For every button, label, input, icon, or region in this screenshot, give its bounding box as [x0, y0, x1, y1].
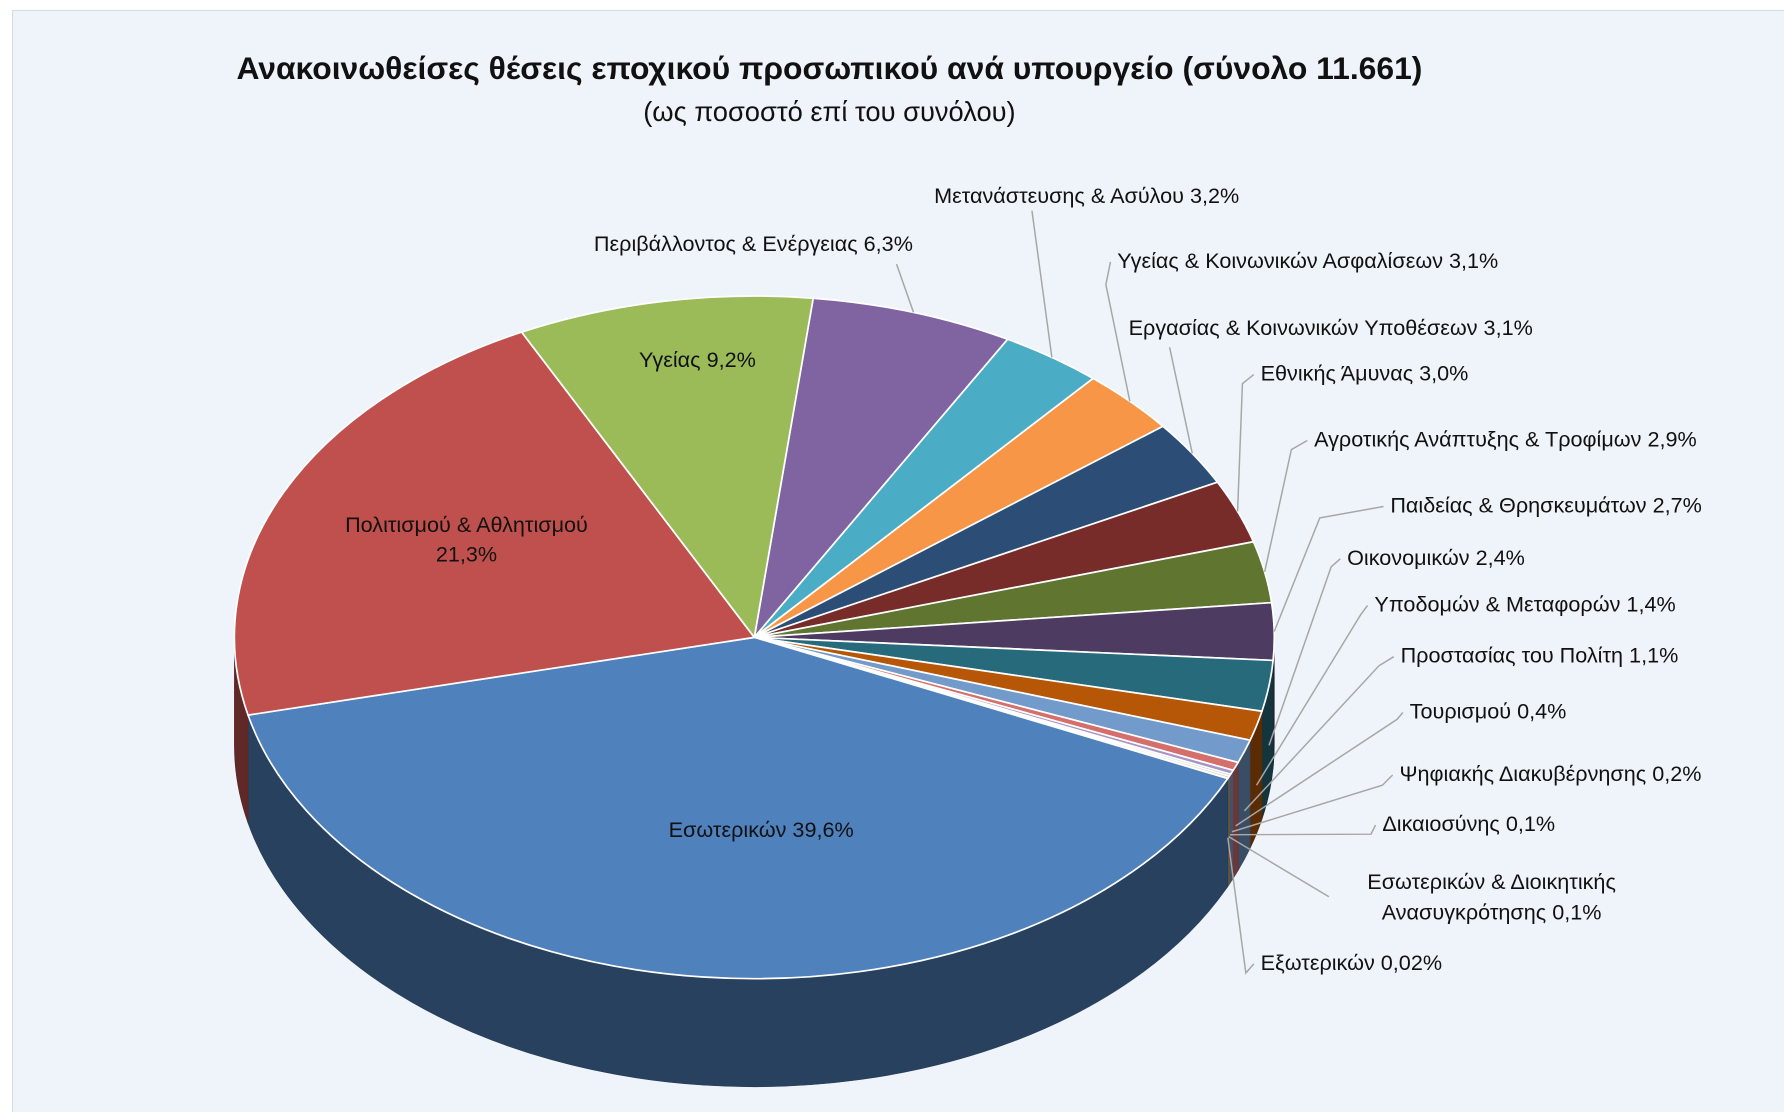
data-label: Οικονομικών 2,4%	[1347, 545, 1525, 570]
label-value: 0,1%	[1506, 811, 1555, 836]
label-value: 0,02%	[1381, 950, 1442, 975]
label-value: 0,2%	[1652, 761, 1701, 786]
leader-line	[1235, 711, 1404, 827]
label-category: Υγείας & Κοινωνικών Ασφαλίσεων	[1117, 248, 1443, 273]
label-category: Εσωτερικών	[669, 816, 787, 841]
data-label: Εσωτερικών & Διοικητικής Ανασυγκρότησης …	[1321, 867, 1662, 928]
label-value: 1,4%	[1626, 591, 1675, 616]
leader-line	[895, 263, 915, 313]
leader-line	[1255, 605, 1369, 786]
label-value: 3,0%	[1419, 360, 1468, 385]
leader-line	[1228, 836, 1330, 898]
data-label: Υποδομών & Μεταφορών 1,4%	[1374, 591, 1675, 616]
data-label: Αγροτικής Ανάπτυξης & Τροφίμων 2,9%	[1314, 426, 1697, 451]
label-category: Δικαιοσύνης	[1382, 811, 1499, 836]
label-category: Εξωτερικών	[1261, 950, 1375, 975]
data-label-box: Εσωτερικών & Διοικητικής Ανασυγκρότησης …	[1321, 867, 1662, 928]
data-label: Μετανάστευσης & Ασύλου 3,2%	[934, 183, 1239, 208]
label-value: 9,2%	[707, 347, 756, 372]
label-category: Παιδείας & Θρησκευμάτων	[1390, 492, 1646, 517]
data-label: Υγείας & Κοινωνικών Ασφαλίσεων 3,1%	[1117, 248, 1498, 273]
data-label: Εθνικής Άμυνας 3,0%	[1261, 360, 1469, 385]
label-value: 3,2%	[1190, 183, 1239, 208]
data-label: Υγείας 9,2%	[639, 347, 756, 372]
label-category: Μετανάστευσης & Ασύλου	[934, 183, 1184, 208]
label-category: Τουρισμού	[1410, 698, 1511, 723]
label-category: Υποδομών & Μεταφορών	[1374, 591, 1620, 616]
slice	[753, 297, 1009, 639]
leader-line	[1273, 505, 1384, 632]
leader-line	[1227, 837, 1255, 975]
label-category: Εργασίας & Κοινωνικών Υποθέσεων	[1129, 315, 1478, 340]
label-category: Πολιτισμού & Αθλητισμού	[345, 512, 588, 537]
data-label: Εξωτερικών 0,02%	[1261, 950, 1442, 975]
leader-line	[1268, 558, 1341, 746]
leader-line	[1243, 656, 1395, 812]
slice	[520, 295, 815, 639]
slice	[247, 636, 1229, 980]
chart-title: Ανακοινωθείσες θέσεις εποχικού προσωπικο…	[236, 50, 1422, 86]
leader-line	[1031, 210, 1053, 358]
chart-subtitle: (ως ποσοστό επί του συνόλου)	[643, 96, 1015, 127]
leader-line	[1229, 824, 1377, 836]
label-value: 2,7%	[1653, 492, 1702, 517]
data-label: Εσωτερικών 39,6%	[669, 816, 854, 841]
label-category: Ψηφιακής Διακυβέρνησης	[1399, 761, 1646, 786]
data-label: Εργασίας & Κοινωνικών Υποθέσεων 3,1%	[1129, 315, 1533, 340]
label-category: Περιβάλλοντος & Ενέργειας	[594, 231, 858, 256]
data-label: Προστασίας του Πολίτη 1,1%	[1401, 642, 1679, 667]
leader-line	[1236, 373, 1255, 512]
leader-line	[1105, 261, 1131, 402]
label-value: 6,3%	[864, 231, 913, 256]
label-value: 3,1%	[1484, 315, 1533, 340]
label-value: 21,3%	[436, 541, 497, 566]
label-value: 0,1%	[1552, 901, 1602, 926]
label-value: 2,9%	[1648, 426, 1697, 451]
data-label: Περιβάλλοντος & Ενέργειας 6,3%	[594, 231, 913, 256]
label-value: 1,1%	[1629, 642, 1678, 667]
slice-side	[1232, 761, 1239, 880]
data-label: Δικαιοσύνης 0,1%	[1382, 811, 1555, 836]
label-category: Εθνικής Άμυνας	[1261, 360, 1414, 385]
leader-line	[1263, 439, 1308, 573]
leader-line	[1168, 347, 1193, 454]
data-label: Τουρισμού 0,4%	[1410, 698, 1567, 723]
label-value: 0,4%	[1517, 698, 1566, 723]
leader-line	[1231, 774, 1394, 833]
label-value: 39,6%	[792, 816, 853, 841]
label-value: 2,4%	[1476, 545, 1525, 570]
data-label: Ψηφιακής Διακυβέρνησης 0,2%	[1399, 761, 1701, 786]
label-category: Οικονομικών	[1347, 545, 1469, 570]
label-category: Εσωτερικών & Διοικητικής Ανασυγκρότησης	[1367, 870, 1616, 926]
label-value: 3,1%	[1449, 248, 1498, 273]
data-label: Παιδείας & Θρησκευμάτων 2,7%	[1390, 492, 1702, 517]
label-category: Υγείας	[639, 347, 701, 372]
label-category: Προστασίας του Πολίτη	[1401, 642, 1623, 667]
data-label: Πολιτισμού & Αθλητισμού 21,3%	[345, 512, 588, 567]
slice	[233, 331, 756, 716]
label-category: Αγροτικής Ανάπτυξης & Τροφίμων	[1314, 426, 1641, 451]
